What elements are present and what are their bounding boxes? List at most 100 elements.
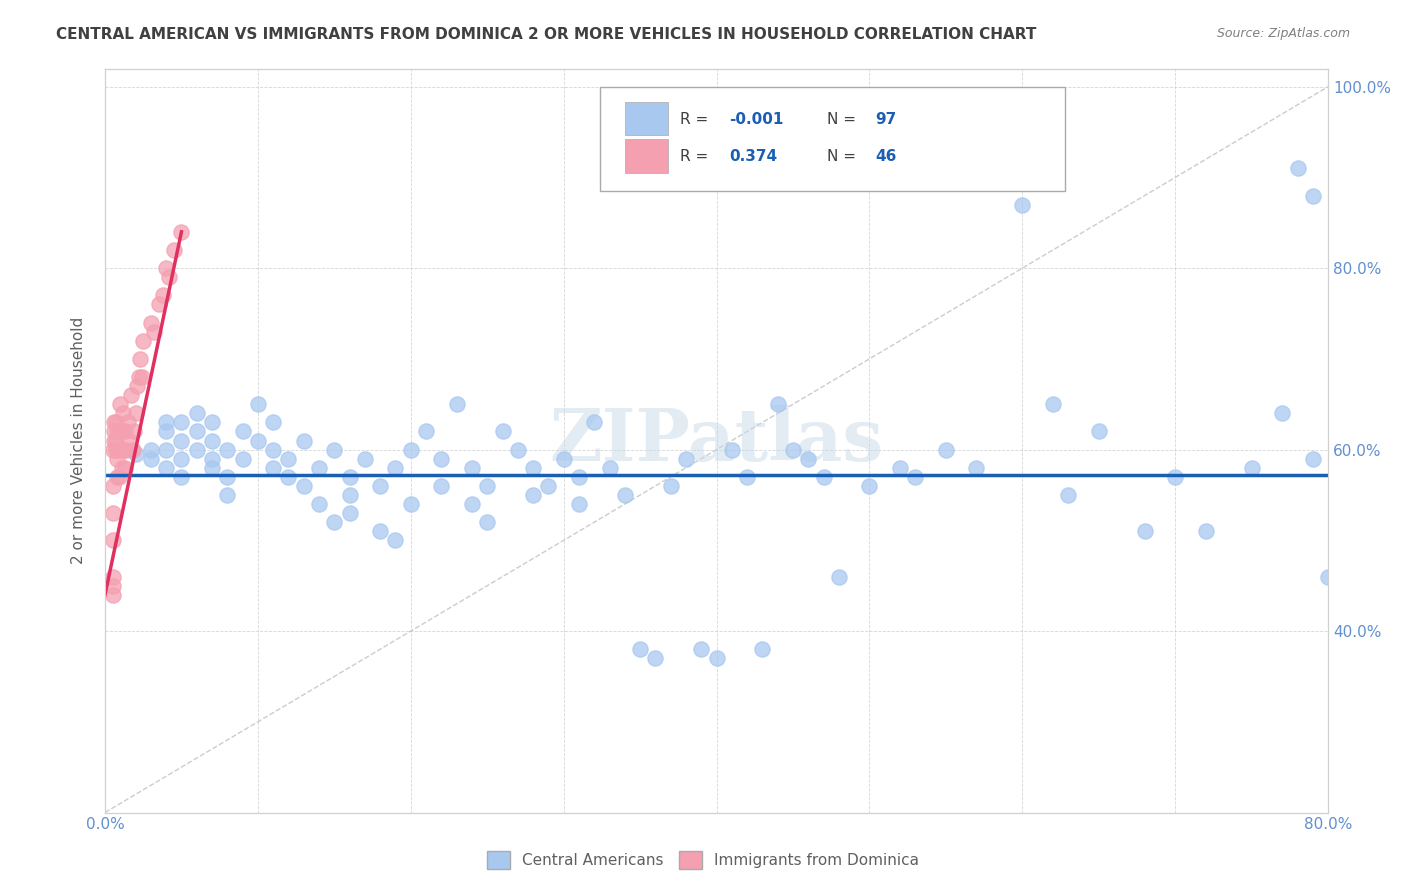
- Point: [415, 425, 437, 439]
- Point: [889, 460, 911, 475]
- Point: [110, 425, 132, 439]
- Point: [491, 425, 513, 439]
- Point: [124, 406, 146, 420]
- Point: [1302, 188, 1324, 202]
- Point: [506, 442, 529, 457]
- Point: [399, 442, 422, 457]
- Point: [1240, 460, 1263, 475]
- Point: [139, 451, 162, 466]
- Point: [522, 460, 544, 475]
- Text: N =: N =: [827, 149, 860, 164]
- Point: [101, 579, 124, 593]
- Point: [124, 447, 146, 461]
- Point: [139, 442, 162, 457]
- Text: 0.374: 0.374: [728, 149, 778, 164]
- Point: [1195, 524, 1218, 539]
- Point: [461, 497, 484, 511]
- Point: [644, 651, 666, 665]
- Y-axis label: 2 or more Vehicles in Household: 2 or more Vehicles in Household: [72, 317, 86, 564]
- Point: [368, 524, 391, 539]
- Point: [430, 479, 453, 493]
- Point: [292, 434, 315, 448]
- Point: [111, 460, 134, 475]
- FancyBboxPatch shape: [600, 87, 1066, 191]
- Text: CENTRAL AMERICAN VS IMMIGRANTS FROM DOMINICA 2 OR MORE VEHICLES IN HOUSEHOLD COR: CENTRAL AMERICAN VS IMMIGRANTS FROM DOMI…: [56, 27, 1036, 42]
- Point: [155, 261, 177, 276]
- Point: [155, 442, 177, 457]
- Point: [1042, 397, 1064, 411]
- Point: [277, 451, 299, 466]
- Point: [477, 479, 499, 493]
- Point: [101, 442, 124, 457]
- Point: [1302, 451, 1324, 466]
- Point: [553, 451, 575, 466]
- Point: [217, 442, 239, 457]
- Point: [115, 442, 138, 457]
- Point: [599, 460, 621, 475]
- Point: [105, 470, 128, 484]
- Point: [477, 515, 499, 529]
- Point: [277, 470, 299, 484]
- Point: [148, 297, 170, 311]
- Point: [105, 451, 128, 466]
- Point: [101, 479, 124, 493]
- Point: [1088, 425, 1111, 439]
- Point: [114, 425, 136, 439]
- Point: [659, 479, 682, 493]
- Point: [1057, 488, 1080, 502]
- Point: [706, 651, 728, 665]
- Point: [966, 460, 988, 475]
- Point: [201, 434, 224, 448]
- Point: [766, 397, 789, 411]
- Point: [157, 270, 180, 285]
- Point: [107, 470, 129, 484]
- Point: [935, 442, 957, 457]
- Point: [1133, 524, 1156, 539]
- Point: [246, 397, 269, 411]
- Point: [1011, 197, 1033, 211]
- Point: [122, 425, 145, 439]
- Text: R =: R =: [681, 149, 713, 164]
- Point: [583, 416, 606, 430]
- Point: [232, 451, 254, 466]
- Point: [1317, 569, 1340, 583]
- Point: [1164, 470, 1187, 484]
- Text: R =: R =: [681, 112, 713, 127]
- Point: [131, 370, 153, 384]
- Text: 97: 97: [876, 112, 897, 127]
- Point: [201, 416, 224, 430]
- Point: [103, 425, 125, 439]
- Point: [232, 425, 254, 439]
- Point: [127, 379, 149, 393]
- Point: [104, 442, 127, 457]
- Point: [104, 416, 127, 430]
- Point: [186, 425, 208, 439]
- Point: [129, 351, 152, 366]
- Point: [399, 497, 422, 511]
- Point: [101, 588, 124, 602]
- Point: [170, 225, 193, 239]
- Point: [568, 470, 591, 484]
- Point: [690, 642, 713, 657]
- Point: [246, 434, 269, 448]
- Point: [121, 442, 143, 457]
- Point: [537, 479, 560, 493]
- Text: N =: N =: [827, 112, 860, 127]
- Point: [186, 406, 208, 420]
- Point: [139, 316, 162, 330]
- Point: [292, 479, 315, 493]
- Point: [1286, 161, 1309, 176]
- Point: [163, 243, 186, 257]
- Point: [339, 488, 361, 502]
- Point: [111, 425, 134, 439]
- Point: [120, 388, 142, 402]
- Point: [368, 479, 391, 493]
- Point: [112, 442, 135, 457]
- Point: [262, 416, 284, 430]
- Point: [217, 488, 239, 502]
- Point: [262, 442, 284, 457]
- Point: [132, 334, 155, 348]
- Point: [323, 442, 346, 457]
- Text: 46: 46: [876, 149, 897, 164]
- Point: [155, 425, 177, 439]
